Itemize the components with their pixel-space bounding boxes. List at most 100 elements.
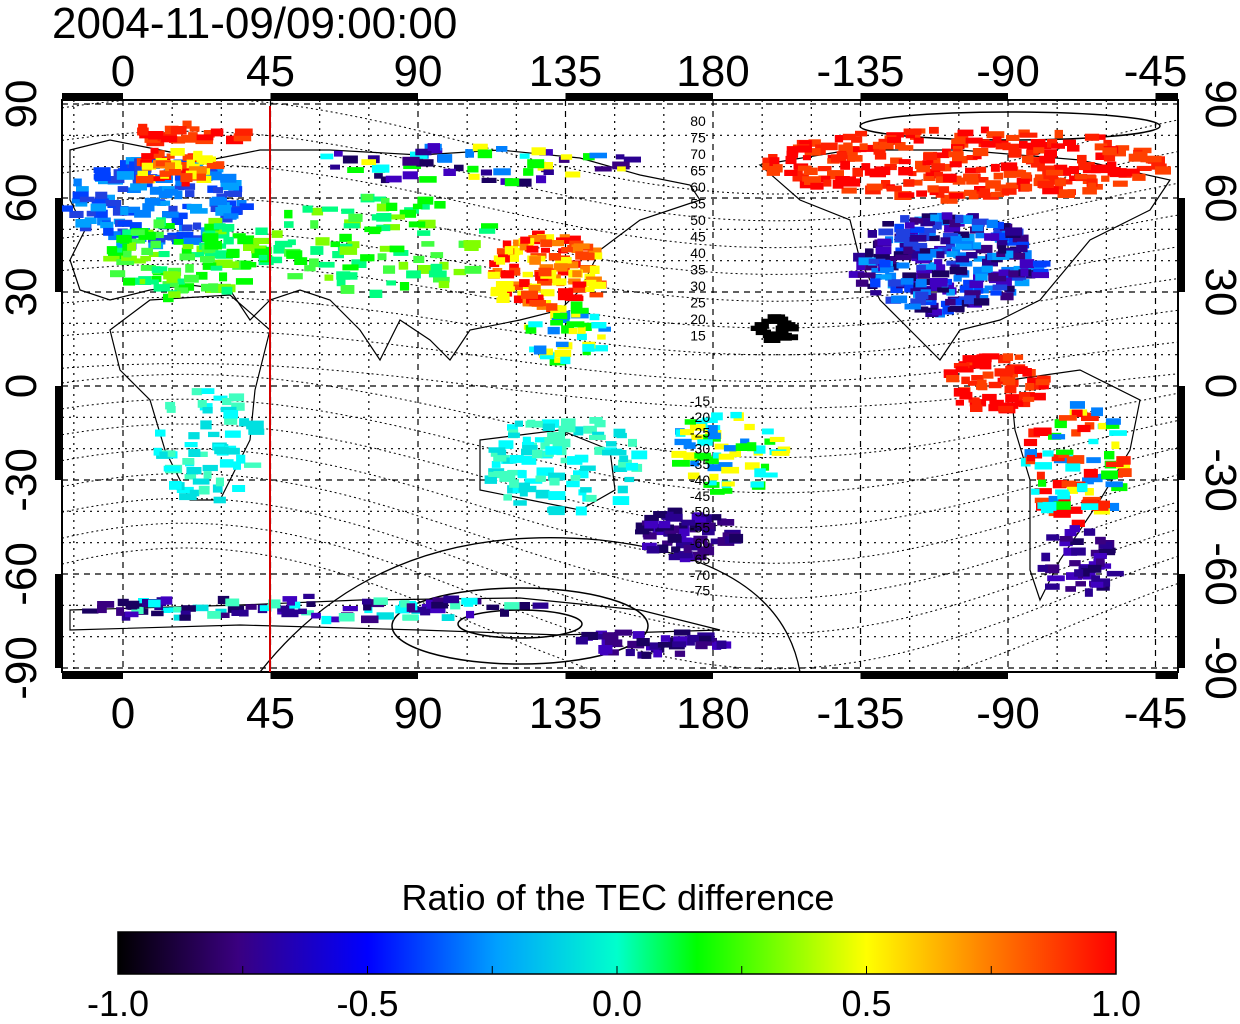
tec-cell	[697, 439, 713, 446]
tec-cell	[568, 287, 580, 293]
tec-cell	[339, 233, 352, 242]
tec-cell	[200, 256, 215, 263]
y-tick-label-left: 0	[0, 374, 46, 398]
tec-cell	[318, 261, 335, 268]
tec-cell	[115, 177, 125, 184]
tec-cell	[361, 194, 374, 201]
tec-cell	[496, 146, 508, 152]
tec-cell	[418, 219, 436, 229]
tec-cell	[1045, 583, 1060, 590]
tec-cell	[933, 152, 950, 159]
tec-cell	[910, 226, 925, 233]
tec-cell	[707, 432, 721, 440]
tec-cell	[383, 224, 400, 231]
tec-cell	[915, 279, 927, 288]
tec-cell	[1020, 172, 1032, 179]
tec-cell	[964, 295, 977, 305]
tec-cell	[662, 540, 673, 546]
tec-cell	[701, 514, 712, 523]
tec-cell	[210, 128, 224, 137]
tec-cell	[121, 255, 137, 261]
tec-cell	[513, 500, 527, 506]
tec-cell	[204, 240, 222, 250]
tec-cell	[182, 244, 194, 250]
tec-cell	[828, 170, 844, 177]
tec-cell	[519, 153, 530, 159]
tec-cell	[1104, 502, 1120, 511]
tec-cell	[986, 131, 1005, 139]
tec-cell	[1132, 173, 1146, 181]
tec-cell	[208, 283, 219, 289]
tec-cell	[903, 128, 922, 135]
tec-cell	[1069, 560, 1081, 567]
tec-cell	[598, 326, 611, 332]
tec-cell	[95, 191, 108, 199]
tec-cell	[692, 419, 708, 427]
tec-cell	[1008, 148, 1022, 158]
south-contour-arc	[259, 537, 801, 672]
tec-cell	[512, 284, 523, 291]
tec-cell	[309, 258, 319, 268]
tec-cell	[430, 263, 443, 273]
contour-label: 15	[690, 328, 706, 344]
tec-cell	[1077, 424, 1091, 433]
tec-cell	[972, 148, 989, 157]
tec-cell	[937, 247, 948, 255]
tec-cell	[140, 265, 156, 271]
tec-cell	[744, 423, 755, 431]
tec-cell	[1091, 164, 1109, 174]
tec-cell	[550, 320, 563, 326]
tec-cell	[895, 228, 911, 237]
tec-cell	[1053, 509, 1071, 518]
tec-cell	[870, 278, 881, 288]
tec-cell	[674, 438, 692, 446]
tec-cell	[996, 277, 1012, 286]
tec-cell	[1022, 155, 1034, 163]
tec-cell	[525, 325, 537, 334]
tec-cell	[467, 165, 479, 173]
tec-cell	[159, 170, 170, 177]
tec-cell	[560, 457, 569, 464]
tec-cell	[953, 387, 970, 397]
tec-cell	[1012, 234, 1029, 243]
tec-cell	[514, 420, 523, 427]
tec-cell	[69, 210, 84, 218]
x-tick-label-bottom: -135	[816, 689, 904, 738]
tec-cell	[762, 163, 780, 171]
tec-cell	[168, 291, 181, 298]
tec-cell	[393, 250, 409, 256]
tec-cell	[428, 270, 447, 278]
tec-cell	[493, 168, 511, 176]
tec-cell	[593, 252, 603, 260]
tec-cell	[1011, 170, 1027, 178]
tec-cell	[589, 281, 606, 289]
tec-cell	[497, 449, 507, 458]
tec-cell	[524, 478, 543, 484]
tec-cell	[235, 278, 253, 285]
contour-label: 25	[690, 295, 706, 311]
tec-cell	[224, 416, 238, 425]
tec-cell	[573, 243, 590, 249]
tec-cell	[966, 178, 979, 185]
tec-cell	[181, 166, 190, 174]
tec-cell	[134, 209, 151, 218]
tec-cell	[535, 489, 550, 499]
tec-cell	[573, 426, 584, 436]
tec-cell	[420, 608, 431, 616]
tec-cell	[398, 261, 409, 270]
tec-cell	[1002, 377, 1016, 386]
tec-cell	[150, 240, 161, 249]
tec-cell	[191, 172, 206, 181]
tec-cell	[760, 463, 770, 471]
tec-cell	[165, 401, 176, 410]
tec-cell	[683, 544, 692, 553]
tec-cell	[258, 254, 268, 261]
tec-cell	[1002, 353, 1014, 361]
tec-cell	[389, 245, 405, 253]
tec-cell	[898, 166, 913, 176]
tec-cell	[217, 259, 233, 268]
x-tick-label-top: -135	[816, 47, 904, 96]
tec-cell	[1023, 438, 1038, 447]
tec-cell	[174, 184, 185, 191]
tec-cell	[931, 186, 950, 194]
